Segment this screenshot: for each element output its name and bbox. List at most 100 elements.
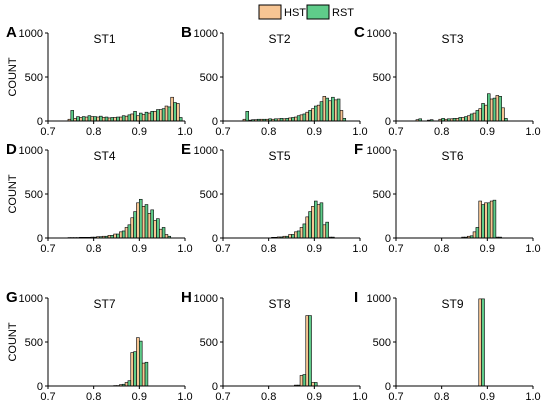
- bar-hst: [339, 110, 344, 122]
- y-tick-label: 500: [373, 72, 391, 84]
- bar-hst: [294, 116, 298, 122]
- bar-hst: [299, 375, 304, 387]
- bar-hst: [294, 231, 298, 239]
- bar-hst: [136, 115, 140, 122]
- bar-hst: [322, 224, 327, 239]
- x-tick-label: 0.7: [388, 243, 403, 255]
- bar-hst: [461, 117, 465, 122]
- bar-rst: [302, 113, 307, 122]
- bar-rst: [121, 230, 126, 239]
- bar-rst: [156, 218, 160, 239]
- panel-title: ST5: [268, 149, 290, 163]
- bar-rst: [296, 115, 301, 122]
- panel-letter: G: [6, 289, 18, 306]
- panel-title: ST4: [93, 149, 115, 163]
- panel-c: C ST3 0 500 1000 0.7 0.8 0.9 1.0: [354, 24, 541, 138]
- panel-letter: I: [354, 289, 358, 306]
- bar-hst: [79, 117, 83, 122]
- x-tick-label: 0.8: [86, 243, 101, 255]
- y-tick-label: 0: [385, 381, 391, 393]
- x-tick-label: 0.9: [307, 243, 322, 255]
- panel-title: ST2: [268, 32, 290, 46]
- bar-hst: [124, 382, 129, 387]
- bar-hst: [305, 111, 309, 122]
- bar-hst: [467, 115, 471, 122]
- y-tick-label: 1000: [367, 293, 391, 305]
- panel-title: ST3: [441, 32, 463, 46]
- bar-hst: [478, 200, 482, 239]
- bar-rst: [121, 115, 126, 122]
- x-tick-label: 1.0: [352, 126, 367, 138]
- y-tick-label: 500: [200, 72, 218, 84]
- bar-hst: [124, 115, 129, 122]
- bar-hst: [130, 352, 134, 387]
- x-tick-label: 1.0: [525, 126, 540, 138]
- bar-rst: [319, 202, 324, 239]
- y-tick-label: 500: [200, 337, 218, 349]
- x-tick-label: 1.0: [525, 391, 540, 403]
- bar-rst: [475, 110, 480, 122]
- bar-rst: [167, 106, 172, 122]
- x-tick-label: 0.9: [132, 391, 147, 403]
- bar-rst: [156, 109, 160, 122]
- bar-rst: [245, 111, 249, 122]
- x-tick-label: 0.7: [215, 391, 230, 403]
- bar-hst: [472, 231, 477, 239]
- bar-rst: [87, 115, 92, 122]
- panel-title: ST9: [441, 297, 463, 311]
- bar-rst: [93, 116, 97, 122]
- bar-rst: [487, 93, 491, 122]
- bar-rst: [314, 200, 318, 239]
- bar-hst: [305, 216, 309, 239]
- legend-label-hst: HST: [284, 7, 306, 19]
- bar-hst: [170, 96, 174, 122]
- y-tick-label: 0: [37, 116, 43, 128]
- y-tick-label: 0: [37, 381, 43, 393]
- legend-swatch-hst: [258, 4, 282, 20]
- y-tick-label: 1000: [194, 28, 218, 40]
- x-tick-label: 1.0: [525, 243, 540, 255]
- x-tick-label: 0.8: [261, 243, 276, 255]
- x-tick-label: 0.9: [132, 243, 147, 255]
- x-tick-label: 0.9: [307, 126, 322, 138]
- bar-rst: [173, 102, 177, 122]
- bar-hst: [176, 103, 180, 122]
- bar-hst: [119, 116, 123, 122]
- bar-hst: [130, 113, 134, 122]
- bar-rst: [308, 110, 312, 122]
- x-tick-label: 0.7: [40, 126, 55, 138]
- y-tick-label: 0: [37, 233, 43, 245]
- bar-rst: [133, 111, 137, 122]
- bar-hst: [141, 362, 146, 387]
- bar-hst: [484, 104, 488, 122]
- bar-rst: [144, 111, 149, 122]
- legend-label-rst: RST: [332, 7, 354, 19]
- x-tick-label: 0.7: [388, 391, 403, 403]
- bar-rst: [302, 374, 307, 387]
- x-tick-label: 0.7: [215, 243, 230, 255]
- bar-hst: [164, 234, 169, 239]
- bar-hst: [305, 315, 309, 387]
- bar-rst: [325, 97, 329, 122]
- bar-hst: [484, 202, 488, 239]
- x-tick-label: 0.8: [261, 391, 276, 403]
- bar-hst: [316, 204, 321, 239]
- bar-rst: [308, 211, 312, 239]
- bar-rst: [308, 315, 312, 387]
- y-axis-label: COUNT: [7, 174, 19, 213]
- y-tick-label: 1000: [194, 145, 218, 157]
- bar-hst: [159, 228, 163, 239]
- bar-hst: [101, 117, 106, 122]
- bar-rst: [291, 117, 295, 122]
- bar-rst: [99, 115, 103, 122]
- bar-hst: [311, 206, 315, 239]
- bar-hst: [311, 108, 315, 122]
- bar-hst: [478, 108, 482, 122]
- x-tick-label: 0.8: [86, 391, 101, 403]
- bar-rst: [76, 116, 80, 122]
- panel-letter: D: [6, 141, 17, 158]
- bar-rst: [492, 199, 497, 239]
- bar-hst: [288, 234, 292, 239]
- y-tick-label: 0: [212, 116, 218, 128]
- x-tick-label: 0.9: [480, 391, 495, 403]
